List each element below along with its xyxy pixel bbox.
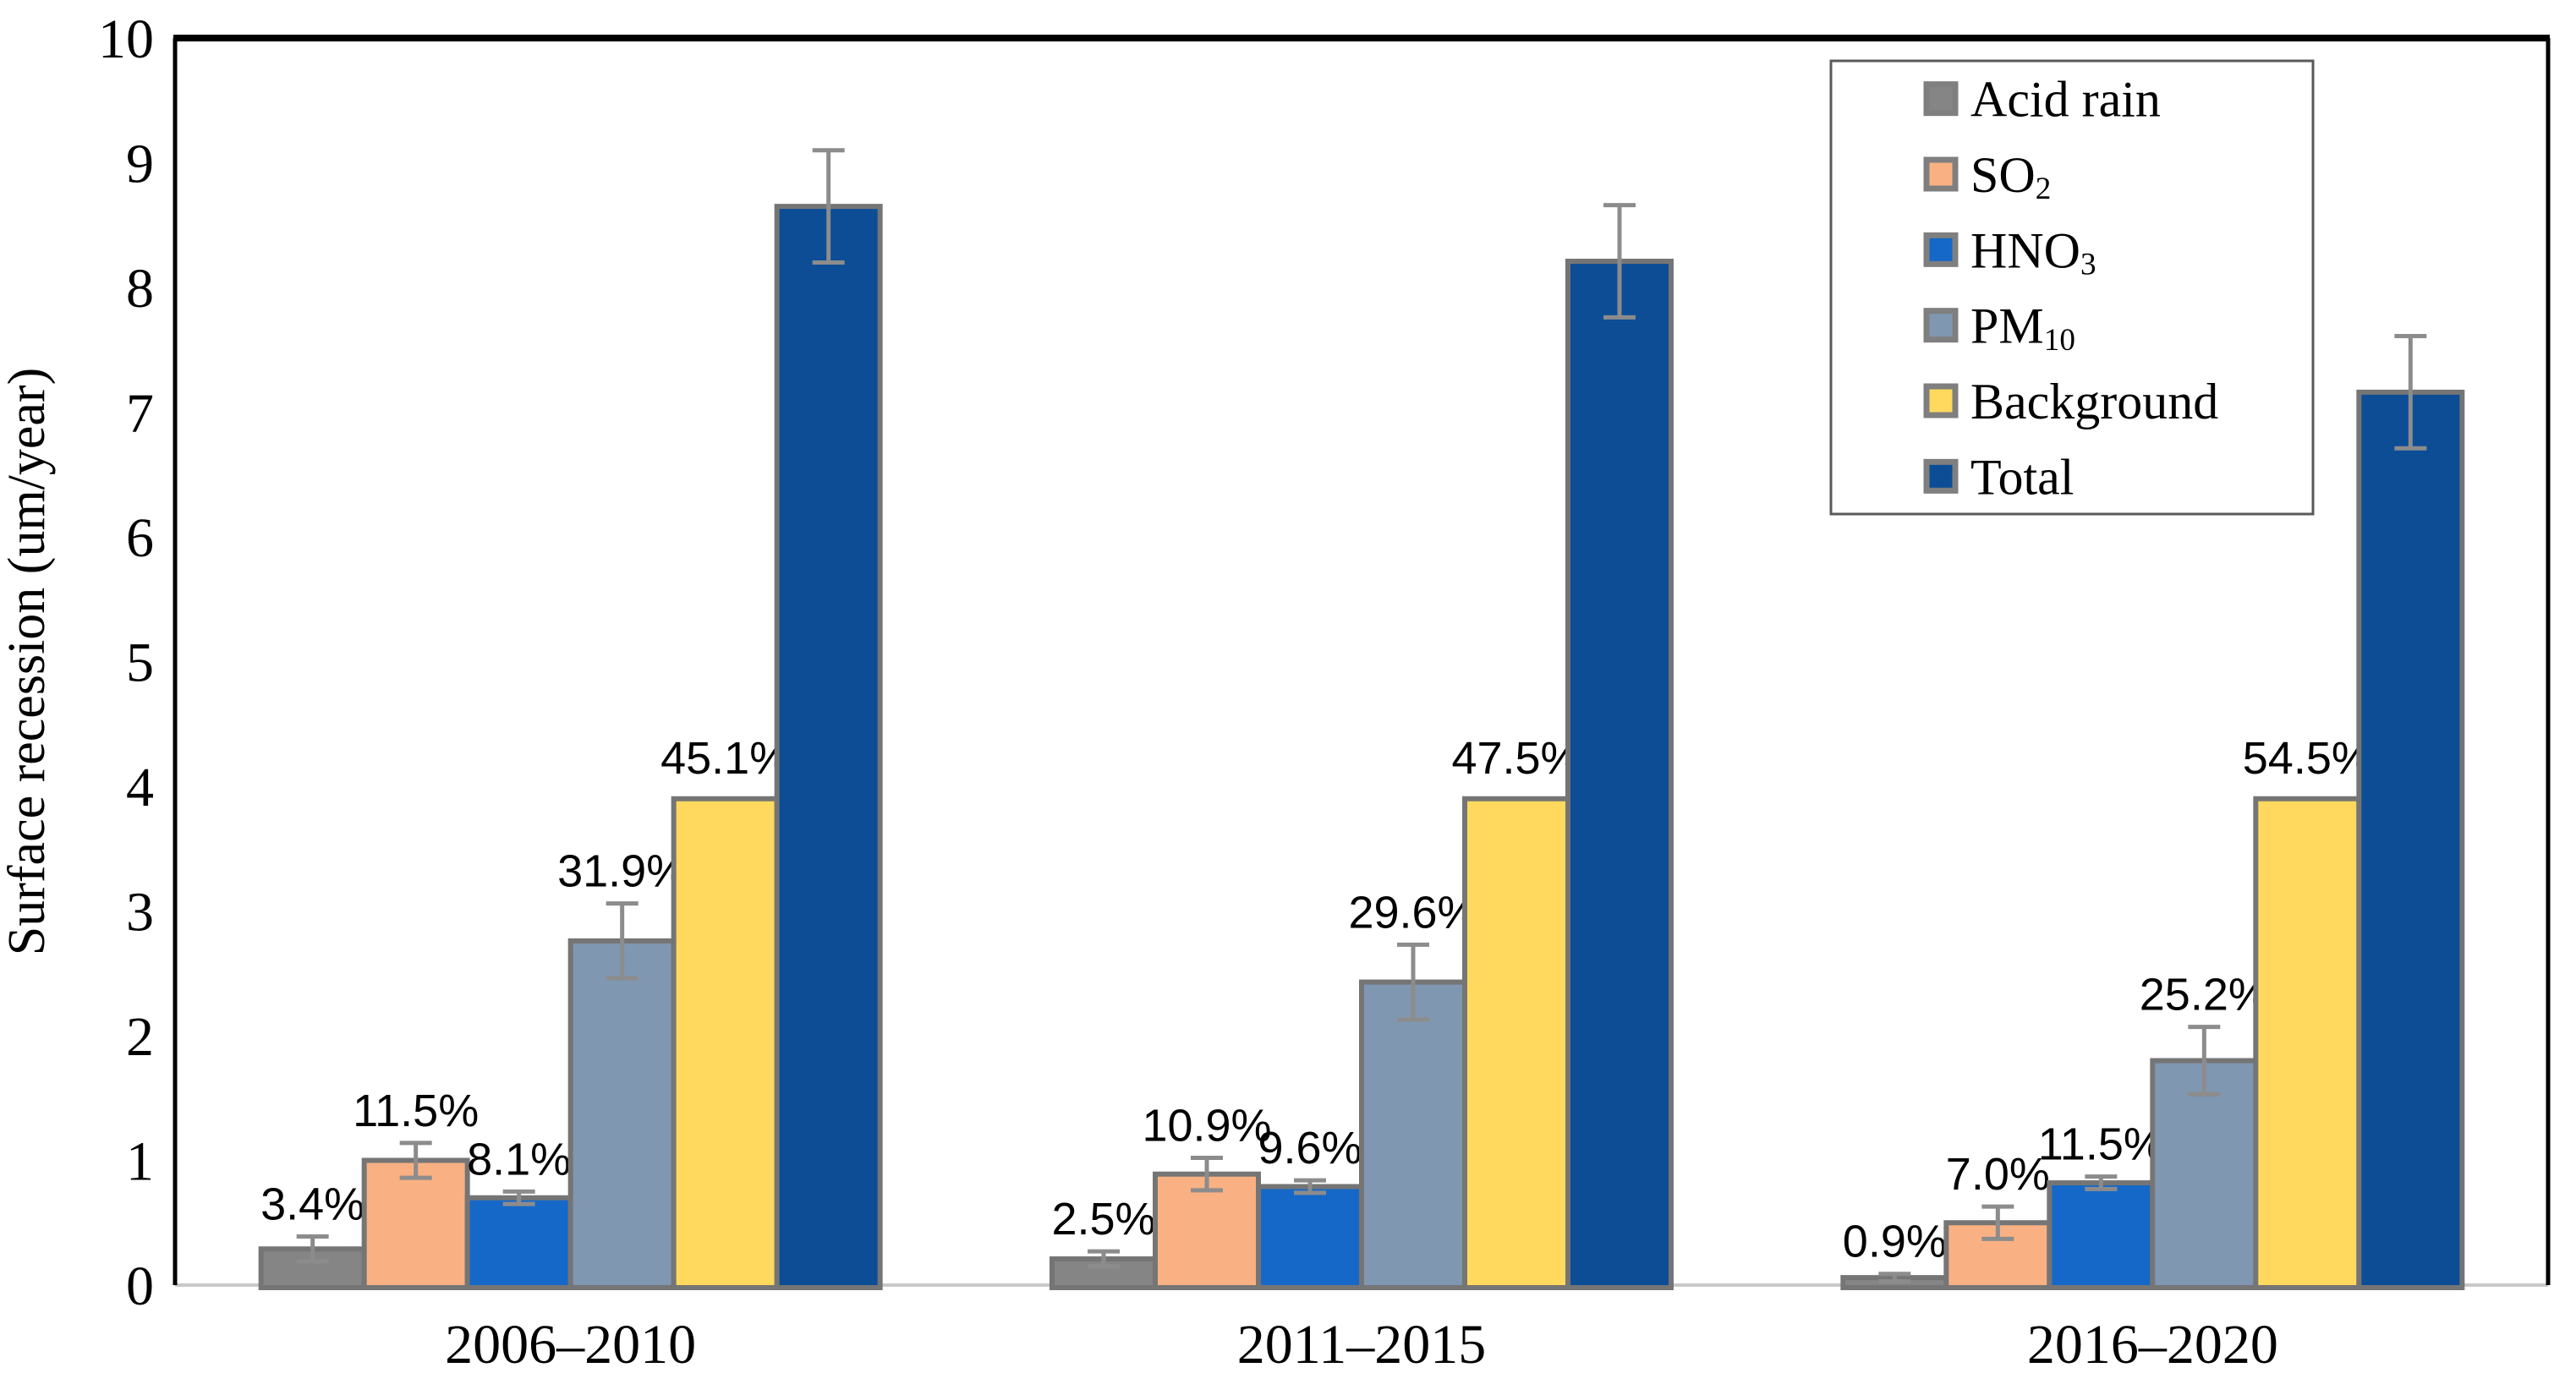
data-label: 8.1% <box>467 1134 571 1184</box>
data-label: 45.1% <box>660 733 790 784</box>
data-label: 2.5% <box>1051 1194 1155 1245</box>
legend-marker <box>1923 308 1959 343</box>
y-tick-label: 4 <box>126 757 154 818</box>
legend-item: HNO3 <box>1923 222 2096 282</box>
bar <box>1256 1184 1364 1290</box>
data-label: 3.4% <box>260 1179 364 1229</box>
data-label: 47.5% <box>1451 733 1581 784</box>
legend-marker <box>1923 232 1959 267</box>
y-tick-label: 10 <box>98 8 154 70</box>
y-tick-label: 9 <box>126 134 154 195</box>
bar <box>1462 796 1570 1290</box>
bar <box>2253 796 2362 1290</box>
legend-marker <box>1923 383 1959 418</box>
y-tick-label: 8 <box>126 258 154 320</box>
bar <box>671 796 780 1290</box>
y-tick-label: 2 <box>126 1006 154 1068</box>
legend-marker <box>1923 81 1959 117</box>
y-tick-label: 6 <box>126 507 154 569</box>
legend-item: PM10 <box>1923 298 2075 358</box>
data-label: 7.0% <box>1946 1149 2050 1200</box>
y-tick-label: 0 <box>126 1256 154 1317</box>
legend-marker <box>1923 458 1959 494</box>
legend-label: SO2 <box>1970 147 2051 206</box>
legend-item: Background <box>1923 374 2218 429</box>
y-tick-label: 3 <box>126 882 154 944</box>
category-label: 2011–2015 <box>1237 1314 1487 1376</box>
data-label: 0.9% <box>1843 1217 1947 1267</box>
legend-label: Acid rain <box>1970 72 2161 128</box>
data-label: 10.9% <box>1142 1101 1271 1152</box>
data-label: 9.6% <box>1258 1123 1362 1173</box>
bar <box>2047 1180 2156 1291</box>
data-label: 11.5% <box>2038 1119 2164 1170</box>
bar <box>1565 259 1674 1290</box>
legend-box <box>1829 59 2315 516</box>
category-label: 2016–2020 <box>2027 1314 2278 1376</box>
data-label: 25.2% <box>2140 970 2269 1020</box>
data-label: 11.5% <box>353 1086 479 1136</box>
data-label: 31.9% <box>557 846 687 897</box>
data-label: 29.6% <box>1348 887 1477 938</box>
category-label: 2006–2010 <box>445 1314 696 1376</box>
bar <box>2356 389 2465 1290</box>
bar <box>774 204 883 1290</box>
legend-label: PM10 <box>1970 298 2075 358</box>
y-tick-label: 7 <box>126 383 154 445</box>
legend-label: Background <box>1970 374 2218 429</box>
legend-label: HNO3 <box>1970 222 2096 282</box>
legend-marker <box>1923 156 1959 192</box>
y-tick-label: 1 <box>126 1131 154 1193</box>
data-label: 54.5% <box>2243 733 2372 784</box>
legend-item: SO2 <box>1923 147 2051 206</box>
legend-label: Total <box>1970 449 2074 505</box>
bar <box>464 1195 573 1290</box>
y-tick-label: 5 <box>126 632 154 694</box>
bar <box>567 938 677 1291</box>
legend-item: Acid rain <box>1923 72 2161 128</box>
y-axis-title: Surface recession (um/year) <box>0 368 56 955</box>
bar <box>1359 979 1467 1290</box>
legend-item: Total <box>1923 449 2074 505</box>
